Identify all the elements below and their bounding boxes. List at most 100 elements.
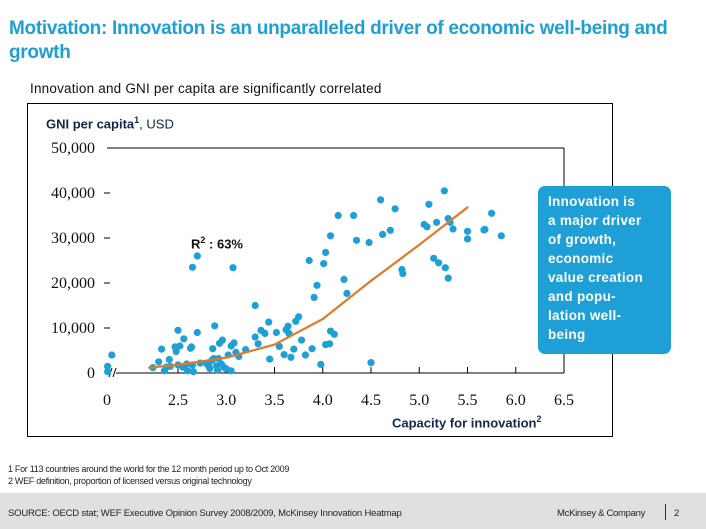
data-point xyxy=(441,264,449,272)
data-point xyxy=(230,339,238,347)
data-point xyxy=(449,225,457,233)
data-point xyxy=(227,367,235,375)
y-tick-label: 30,000 xyxy=(51,230,95,247)
y-axis-label-footnote: 1 xyxy=(134,115,140,125)
y-tick-label: 0 xyxy=(87,365,95,382)
data-point xyxy=(308,345,316,353)
data-point xyxy=(180,335,188,343)
data-point xyxy=(188,263,197,271)
data-point xyxy=(334,211,342,220)
data-point xyxy=(104,362,112,370)
footnote-1: 1 For 113 countries around the world for… xyxy=(8,464,290,474)
data-point xyxy=(488,209,496,217)
data-point xyxy=(155,358,163,366)
x-tick-label: 4.0 xyxy=(313,392,333,409)
footer-separator xyxy=(665,504,666,520)
footnote-2: 2 WEF definition, proportion of licensed… xyxy=(8,476,252,486)
insight-callout: Innovation is a major driver of growth, … xyxy=(538,186,671,354)
data-point xyxy=(330,330,338,338)
data-point xyxy=(433,218,441,226)
data-point xyxy=(350,211,358,220)
x-tick-label: 2.5 xyxy=(168,392,188,409)
data-point xyxy=(391,205,399,213)
x-axis-label-footnote: 2 xyxy=(536,414,542,424)
data-point xyxy=(165,355,173,364)
x-tick-label: 5.0 xyxy=(409,392,429,409)
data-point xyxy=(261,329,269,337)
data-point xyxy=(343,289,351,297)
data-point xyxy=(266,355,274,363)
data-point xyxy=(497,232,505,240)
data-point xyxy=(193,328,201,337)
data-point xyxy=(211,322,219,330)
data-point xyxy=(423,223,431,231)
footnotes: 1 For 113 countries around the world for… xyxy=(8,463,289,487)
data-point xyxy=(399,270,407,278)
data-point xyxy=(320,260,328,268)
y-axis-label-text: GNI per capita xyxy=(46,116,135,132)
data-point xyxy=(184,367,192,375)
data-point xyxy=(172,347,180,355)
x-tick-label: 6.0 xyxy=(506,392,526,409)
data-point xyxy=(301,351,309,359)
data-point xyxy=(265,318,273,326)
data-point xyxy=(254,340,262,348)
data-point xyxy=(386,226,394,234)
data-point xyxy=(108,351,116,359)
x-axis-label: Capacity for innovation2 xyxy=(392,414,541,430)
x-tick-label: 4.5 xyxy=(361,392,381,409)
data-point xyxy=(367,359,375,367)
data-point xyxy=(193,252,201,260)
data-point xyxy=(104,368,112,376)
data-point xyxy=(295,313,303,321)
data-point xyxy=(297,336,306,344)
data-point xyxy=(284,322,292,330)
y-axis-label: GNI per capita1, USD xyxy=(46,115,174,131)
data-point xyxy=(377,196,385,204)
data-point xyxy=(229,264,237,272)
y-tick-label: 50,000 xyxy=(51,140,95,157)
r-squared-sup: 2 xyxy=(200,235,206,245)
chart-subtitle: Innovation and GNI per capita are signif… xyxy=(30,81,382,96)
data-point xyxy=(326,232,335,240)
data-point xyxy=(444,274,452,282)
x-tick-label: 5.5 xyxy=(458,392,478,409)
data-point xyxy=(290,345,298,353)
data-point xyxy=(310,293,318,301)
data-point xyxy=(305,256,313,265)
page-number: 2 xyxy=(674,508,680,519)
data-point xyxy=(174,326,182,334)
y-tick-label: 40,000 xyxy=(51,185,95,202)
data-point xyxy=(435,259,443,267)
data-point xyxy=(425,200,433,208)
data-point xyxy=(352,236,361,244)
data-point xyxy=(251,333,259,341)
x-axis-label-text: Capacity for innovation xyxy=(392,415,537,431)
y-axis-unit: , USD xyxy=(139,116,174,132)
y-tick-label: 10,000 xyxy=(51,320,95,337)
source-note: SOURCE: OECD stat; WEF Executive Opinion… xyxy=(8,508,402,519)
data-point xyxy=(463,227,472,235)
data-point xyxy=(287,353,295,361)
data-point xyxy=(218,336,226,344)
data-point xyxy=(463,235,472,243)
slide-title: Motivation: Innovation is an unparallele… xyxy=(9,18,668,63)
x-tick-label: 3.5 xyxy=(265,392,285,409)
data-point xyxy=(275,342,283,350)
data-point xyxy=(430,254,438,262)
y-tick-label: 20,000 xyxy=(51,275,95,292)
r-squared-annotation: R2 : 63% xyxy=(191,235,243,251)
data-point xyxy=(176,342,184,350)
data-point xyxy=(365,238,373,247)
x-tick-label: 3.0 xyxy=(216,392,236,409)
data-point xyxy=(251,301,259,310)
data-point xyxy=(206,364,214,373)
data-point xyxy=(209,345,217,353)
data-point xyxy=(189,368,197,376)
footer-bar: SOURCE: OECD stat; WEF Executive Opinion… xyxy=(0,493,706,529)
axis-break-mark xyxy=(112,367,117,378)
data-point xyxy=(187,343,196,351)
r-squared-label: R xyxy=(191,236,201,252)
brand-name: McKinsey & Company xyxy=(557,508,646,519)
